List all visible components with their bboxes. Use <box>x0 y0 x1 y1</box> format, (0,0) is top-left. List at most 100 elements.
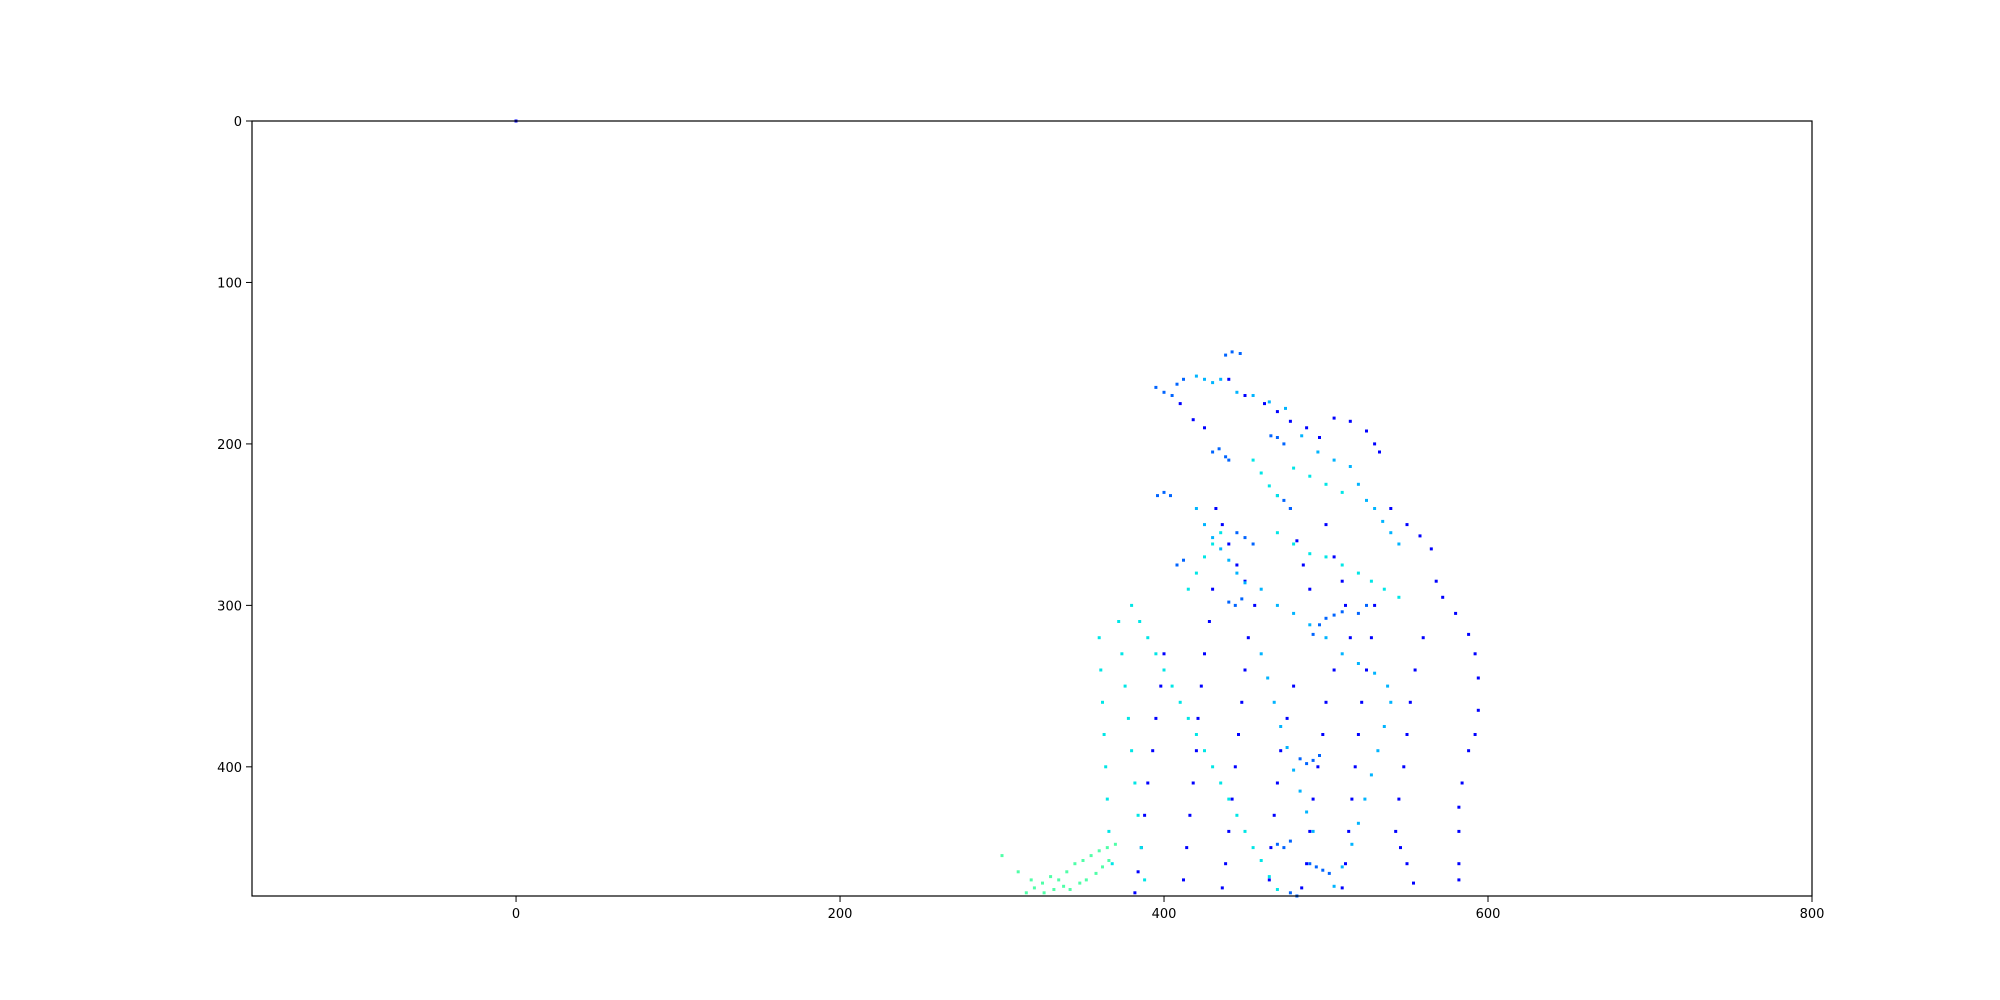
data-point <box>1227 600 1231 604</box>
data-point <box>1162 668 1166 672</box>
data-point <box>1327 871 1331 875</box>
data-point <box>1288 891 1292 895</box>
data-point <box>1457 862 1461 866</box>
data-point <box>1139 846 1143 850</box>
data-point <box>1219 547 1223 551</box>
data-point <box>1269 846 1273 850</box>
x-tick-label: 0 <box>512 907 520 922</box>
data-point <box>1041 881 1044 885</box>
data-point <box>1373 671 1377 675</box>
data-point <box>1227 829 1231 833</box>
data-point <box>1220 523 1224 527</box>
data-point <box>1340 610 1344 614</box>
data-point <box>1405 862 1409 866</box>
data-point <box>1340 563 1344 567</box>
data-point <box>1282 846 1286 850</box>
data-point <box>1238 352 1242 355</box>
data-point <box>1356 571 1360 575</box>
data-point <box>1151 749 1155 753</box>
data-point <box>1243 536 1247 540</box>
data-point <box>1275 494 1279 498</box>
data-point <box>1146 781 1150 785</box>
data-point <box>1251 846 1255 850</box>
series-4 <box>1000 842 1117 895</box>
data-point <box>1405 733 1409 736</box>
y-axis: 0 100 200 300 400 <box>217 115 252 776</box>
data-point <box>1332 416 1336 420</box>
data-point <box>1356 821 1360 825</box>
data-point <box>1243 668 1247 672</box>
data-point <box>1251 394 1255 397</box>
data-point <box>1365 603 1368 607</box>
data-point <box>1272 700 1276 704</box>
data-point <box>1243 394 1247 397</box>
data-point <box>1267 484 1271 488</box>
data-point <box>1332 458 1336 462</box>
data-point <box>1305 426 1309 430</box>
data-point <box>1211 587 1215 591</box>
data-point <box>1389 531 1393 535</box>
data-point <box>1300 434 1304 438</box>
data-point <box>1143 878 1147 882</box>
data-point <box>1288 839 1292 843</box>
data-point <box>1154 716 1158 720</box>
data-point <box>1347 829 1351 833</box>
data-point <box>1318 436 1321 439</box>
data-point <box>1246 636 1250 640</box>
data-point <box>1259 652 1263 656</box>
data-point <box>1185 846 1189 850</box>
data-point <box>1279 749 1283 753</box>
data-point <box>1397 797 1401 801</box>
data-point <box>1381 519 1385 523</box>
data-point <box>1110 862 1114 866</box>
data-point <box>1340 579 1344 583</box>
data-point <box>1243 829 1247 833</box>
data-point <box>1412 881 1415 885</box>
y-tick-label: 400 <box>217 761 242 776</box>
data-point <box>1369 773 1373 777</box>
data-point <box>1311 829 1315 833</box>
x-tick-label: 200 <box>828 907 853 922</box>
data-point <box>1042 891 1046 895</box>
data-point <box>1301 563 1305 567</box>
data-point <box>1235 813 1239 817</box>
data-point <box>1340 490 1344 494</box>
data-point <box>1102 733 1106 736</box>
data-point <box>1194 507 1198 510</box>
x-axis: 0 200 400 600 800 <box>512 896 1824 922</box>
data-point <box>1365 498 1368 502</box>
y-tick-label: 200 <box>217 438 242 453</box>
data-point <box>1457 805 1461 809</box>
data-point <box>1282 498 1286 502</box>
data-point <box>1162 490 1166 494</box>
data-point <box>1097 849 1101 853</box>
data-point <box>1321 733 1325 736</box>
data-point <box>1457 829 1461 833</box>
data-point <box>1363 797 1367 801</box>
data-point <box>1378 450 1381 454</box>
data-point <box>1340 652 1344 656</box>
data-point <box>1084 878 1088 882</box>
data-point <box>1324 482 1328 486</box>
data-point <box>1340 886 1344 890</box>
data-point <box>1454 611 1458 615</box>
data-point <box>1305 862 1309 866</box>
data-point <box>1203 377 1206 381</box>
data-point <box>1219 377 1223 381</box>
data-point <box>1136 813 1140 817</box>
data-point <box>1227 458 1231 462</box>
data-point <box>1311 797 1315 801</box>
series-1 <box>1154 350 1368 898</box>
data-point <box>1186 716 1190 720</box>
data-point <box>1227 542 1231 546</box>
data-point <box>1324 555 1328 559</box>
data-point <box>1397 595 1401 599</box>
data-point <box>1460 781 1464 785</box>
data-point <box>1224 862 1228 866</box>
data-point <box>1159 684 1163 688</box>
data-point <box>1308 474 1312 478</box>
data-point <box>1138 620 1142 623</box>
data-point <box>1292 466 1296 470</box>
data-point <box>1182 558 1185 562</box>
data-point <box>1405 523 1409 527</box>
